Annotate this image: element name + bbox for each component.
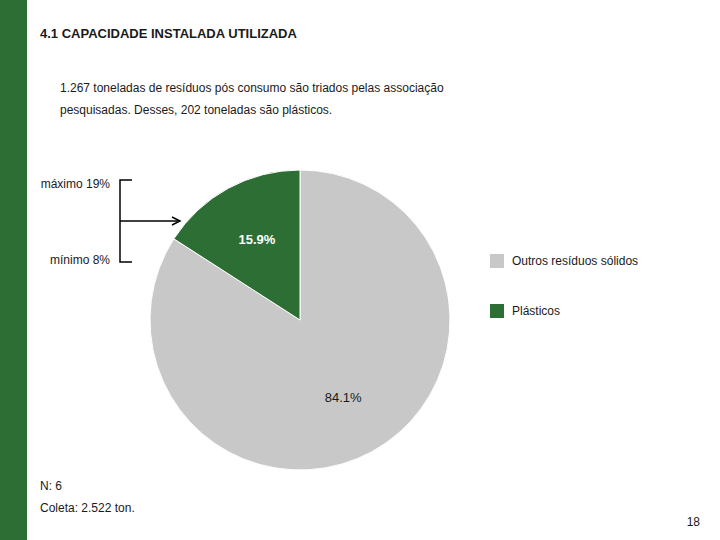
footer: N: 6 xyxy=(40,479,62,493)
footer: Coleta: 2.522 ton. xyxy=(40,501,135,515)
legend-entry: Outros resíduos sólidos xyxy=(512,254,638,268)
legend-swatch xyxy=(490,254,504,268)
bracket-arrow xyxy=(120,220,178,222)
legend: Outros resíduos sólidos Plásticos xyxy=(490,254,638,318)
title: 4.1 CAPACIDADE INSTALADA UTILIZADA xyxy=(40,26,297,41)
annotation: máximo 19% xyxy=(41,177,111,191)
arrow-head xyxy=(172,217,180,225)
subtitle: 1.267 toneladas de resíduos pós consumo … xyxy=(60,81,444,95)
legend-swatch xyxy=(490,304,504,318)
legend-entry: Plásticos xyxy=(512,304,560,318)
pie-slice xyxy=(174,170,300,320)
data-label: 84.1% xyxy=(325,390,362,405)
data-label: 15.9% xyxy=(238,232,275,247)
page-number: 18 xyxy=(687,515,701,529)
pie xyxy=(150,170,450,470)
annotation: mínimo 8% xyxy=(50,253,110,267)
sidebar xyxy=(0,0,27,540)
pie-slice xyxy=(150,170,450,470)
bracket xyxy=(120,180,180,262)
subtitle: pesquisadas. Desses, 202 toneladas são p… xyxy=(60,103,332,117)
chart: 4.1 CAPACIDADE INSTALADA UTILIZADA 1.267 … xyxy=(0,0,720,540)
